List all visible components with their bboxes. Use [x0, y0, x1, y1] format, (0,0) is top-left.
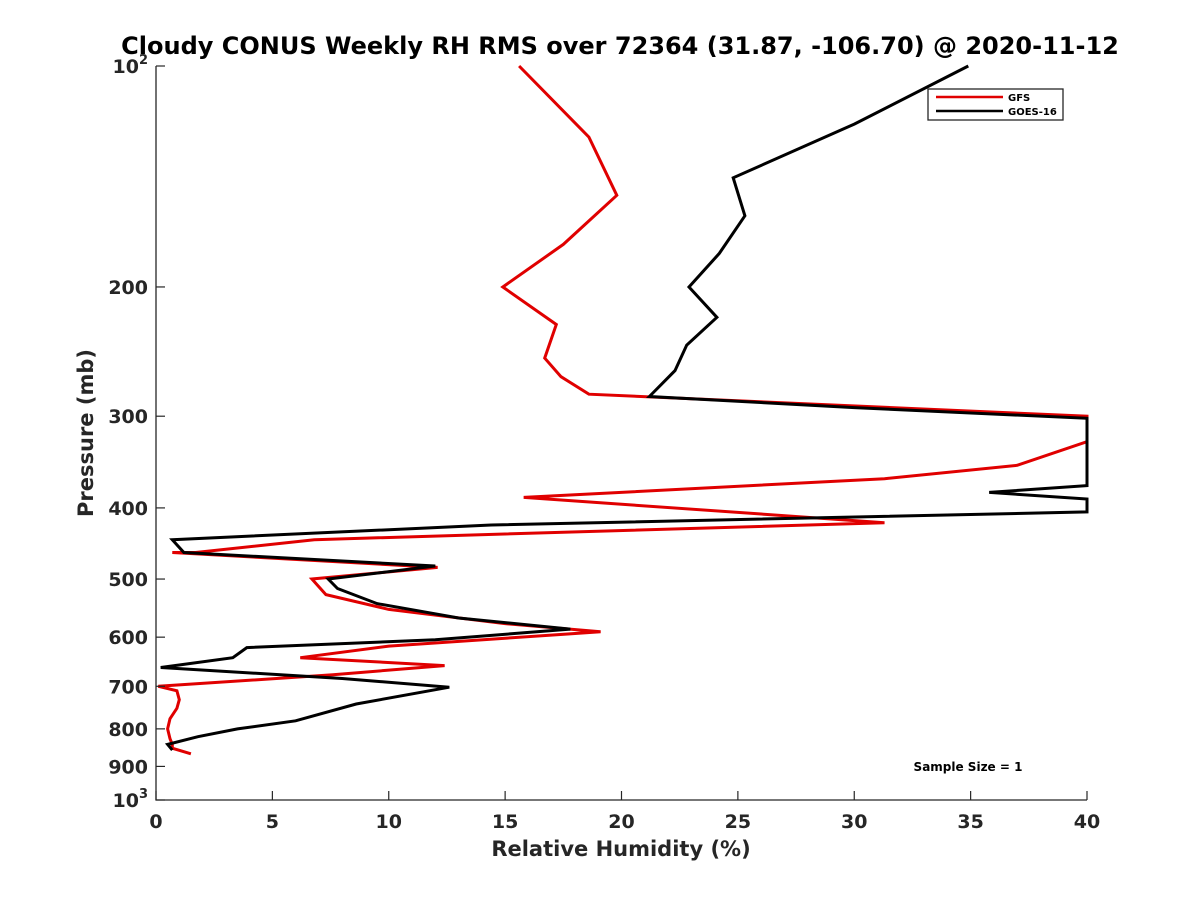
- x-tick-label: 10: [376, 811, 402, 833]
- y-tick-label-exponent: 3: [139, 787, 148, 802]
- chart-title: Cloudy CONUS Weekly RH RMS over 72364 (3…: [121, 32, 1119, 60]
- y-tick-label: 103: [113, 787, 149, 812]
- x-tick-label: 15: [492, 811, 518, 833]
- y-tick-label: 102: [113, 53, 149, 78]
- y-tick-label: 500: [108, 569, 148, 591]
- y-axis-label: Pressure (mb): [74, 349, 98, 517]
- y-tick-label: 700: [108, 676, 148, 698]
- x-tick-label: 20: [608, 811, 634, 833]
- x-tick-label: 25: [725, 811, 751, 833]
- x-axis-ticks: 0 5 10 15 20 25 30 35 40: [149, 791, 1100, 833]
- y-tick-label-base: 10: [113, 790, 139, 812]
- legend-label: GFS: [1008, 93, 1030, 104]
- legend-label: GOES-16: [1008, 107, 1057, 118]
- x-tick-label: 40: [1074, 811, 1100, 833]
- y-tick-label: 200: [108, 277, 148, 299]
- x-tick-label: 5: [266, 811, 279, 833]
- series-layer: [157, 64, 1089, 756]
- x-tick-label: 30: [841, 811, 867, 833]
- y-tick-label: 600: [108, 627, 148, 649]
- legend: GFS GOES-16: [927, 88, 1064, 121]
- y-tick-label: 300: [108, 406, 148, 428]
- y-tick-label-base: 10: [113, 56, 139, 78]
- x-tick-label: 0: [149, 811, 162, 833]
- sample-size-annotation: Sample Size = 1: [914, 760, 1023, 774]
- x-tick-label: 35: [957, 811, 983, 833]
- legend-box: [927, 88, 1064, 121]
- y-tick-label-exponent: 2: [139, 53, 148, 68]
- x-axis-label: Relative Humidity (%): [491, 837, 750, 861]
- y-tick-label: 900: [108, 756, 148, 778]
- y-tick-label: 400: [108, 498, 148, 520]
- y-tick-label: 800: [108, 719, 148, 741]
- series-line-goes-16: [160, 64, 1089, 752]
